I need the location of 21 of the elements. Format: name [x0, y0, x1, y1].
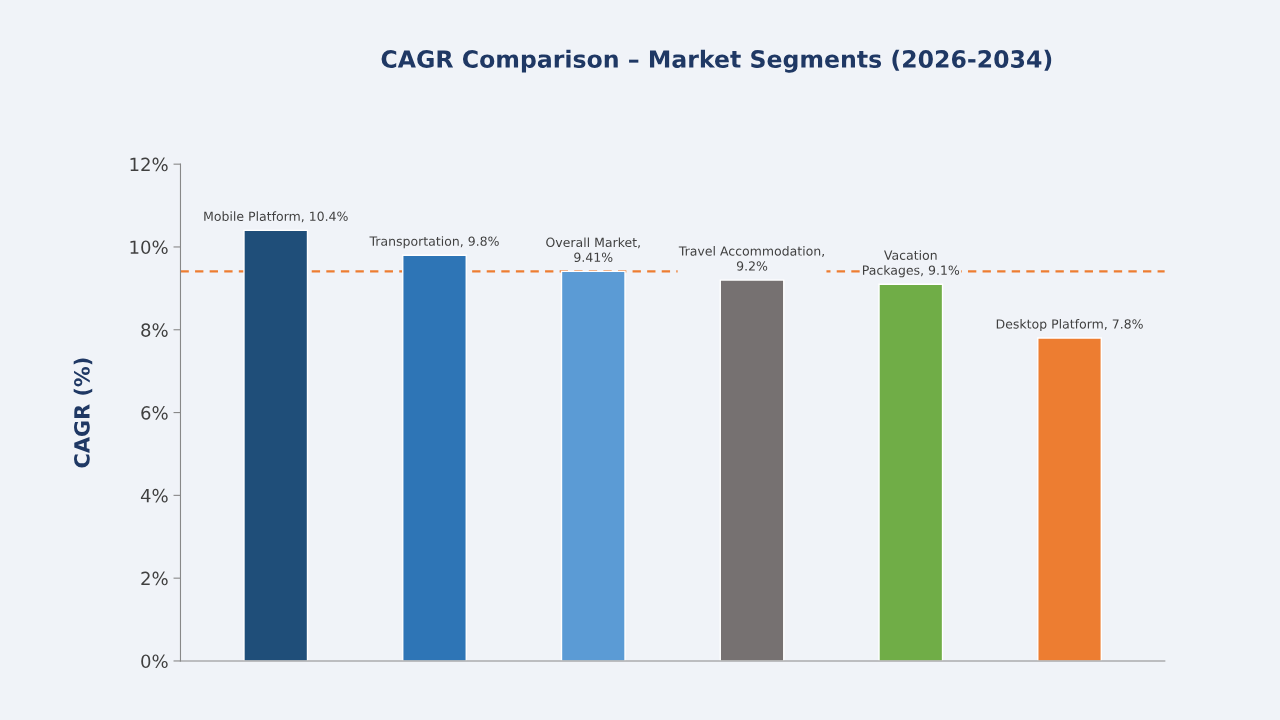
y-tick-label: 0%	[141, 654, 168, 669]
chart-title: CAGR Comparison – Market Segments (2026-2034)	[381, 49, 1052, 73]
bar	[719, 279, 785, 661]
y-tick-label: 10%	[130, 240, 168, 255]
data-label: Vacation Packages, 9.1%	[862, 250, 960, 278]
y-tick-label: 2%	[141, 571, 168, 586]
data-label: Travel Accommodation, 9.2%	[678, 246, 824, 271]
bar	[878, 283, 944, 661]
y-tick-label: 4%	[140, 488, 168, 503]
data-label: Transportation, 9.8%	[369, 236, 499, 249]
y-tick-label: 6%	[141, 406, 168, 420]
bar	[402, 254, 467, 661]
data-label: Overall Market, 9.41%	[546, 237, 640, 263]
data-label: Mobile Platform, 10.4%	[204, 211, 348, 223]
data-label: Desktop Platform, 7.8%	[996, 319, 1143, 332]
y-axis-title: CAGR (%)	[73, 358, 93, 468]
bar	[560, 270, 626, 661]
y-tick-label: 12%	[130, 157, 168, 172]
y-tick-label: 8%	[141, 323, 168, 337]
bar	[243, 229, 309, 661]
bar	[1037, 337, 1102, 661]
